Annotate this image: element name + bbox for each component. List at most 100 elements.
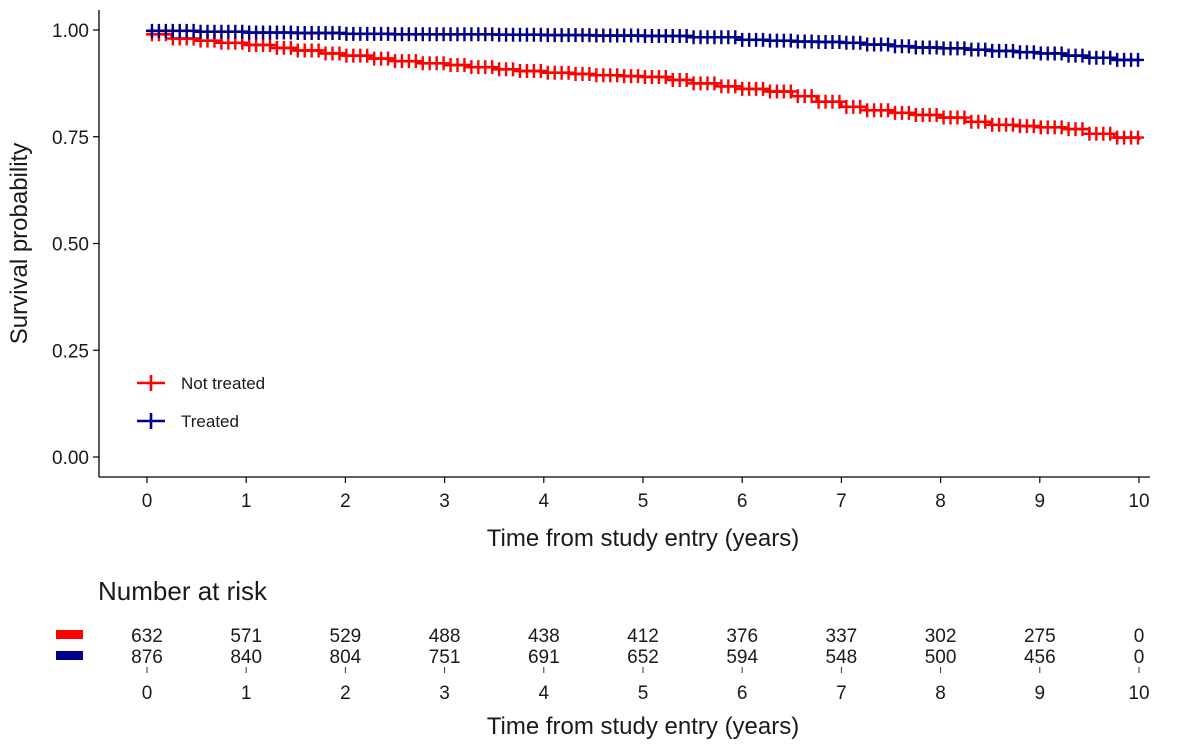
y-axis-ticks: 0.00 0.25 0.50 0.75 1.00 (52, 21, 99, 469)
censor-mark (1104, 126, 1117, 141)
risk-x-tick-label: 2 (340, 683, 351, 704)
censor-mark (1007, 43, 1020, 58)
censor-mark (562, 65, 575, 80)
censor-mark (930, 107, 943, 122)
risk-count: 275 (1024, 626, 1056, 647)
risk-count: 337 (826, 626, 858, 647)
risk-table: Number at risk 632 571 529 488 438 412 376 337 3… (56, 576, 1150, 740)
censor-mark (583, 66, 596, 81)
x-axis-title: Time from study entry (years) (487, 525, 800, 552)
risk-count: 456 (1024, 647, 1056, 668)
risk-count: 376 (726, 626, 758, 647)
risk-count: 302 (925, 626, 957, 647)
censor-mark (902, 105, 915, 120)
censor-mark (680, 28, 693, 43)
censor-mark (1076, 122, 1089, 137)
censor-mark (1132, 52, 1145, 67)
risk-count: 691 (528, 647, 560, 668)
risk-count: 0 (1134, 626, 1145, 647)
x-tick-label: 6 (737, 491, 748, 512)
censor-mark (958, 41, 971, 56)
y-tick-label: 0.75 (52, 128, 89, 149)
legend-label: Treated (181, 412, 239, 431)
censor-mark (729, 79, 742, 94)
censor-mark (312, 43, 325, 58)
censor-mark (382, 51, 395, 66)
censor-mark (1055, 120, 1068, 135)
censor-mark (680, 72, 693, 87)
risk-count: 840 (230, 647, 262, 668)
x-tick-label: 8 (935, 491, 946, 512)
risk-x-tick-label: 10 (1128, 683, 1149, 704)
risk-count: 412 (627, 626, 659, 647)
risk-x-tick-label: 1 (241, 683, 252, 704)
km-plot-area: 0.00 0.25 0.50 0.75 1.00 0 1 2 3 4 5 6 7 8 9 10 Not tr… (52, 10, 1150, 512)
risk-count: 488 (429, 626, 461, 647)
censor-mark (1104, 50, 1117, 65)
x-tick-label: 0 (142, 491, 153, 512)
censor-mark (1007, 117, 1020, 132)
censor-mark (757, 81, 770, 96)
risk-count: 571 (230, 626, 262, 647)
censor-mark (979, 42, 992, 57)
censor-mark (659, 69, 672, 84)
y-tick-label: 0.50 (52, 235, 89, 256)
risk-count: 804 (330, 647, 362, 668)
risk-x-tick-label: 4 (539, 683, 550, 704)
censor-mark (729, 30, 742, 45)
censor-mark (409, 54, 422, 69)
x-tick-label: 2 (340, 491, 351, 512)
censor-mark (458, 58, 471, 73)
censor-mark (1055, 46, 1068, 61)
risk-table-x-ticks: 0 1 2 3 4 5 6 7 8 9 10 (142, 667, 1150, 704)
censor-mark (958, 110, 971, 125)
censor-mark (284, 40, 297, 55)
risk-x-tick-label: 6 (737, 683, 748, 704)
y-tick-label: 0.25 (52, 341, 89, 362)
series-treated (145, 23, 1145, 67)
censor-mark (708, 76, 721, 91)
legend: Not treated Treated (137, 374, 265, 431)
censor-mark (1027, 45, 1040, 60)
risk-table-rows: 632 571 529 488 438 412 376 337 302 275 0 876 840 804… (56, 626, 1144, 668)
censor-mark (534, 63, 547, 78)
risk-table-title: Number at risk (98, 576, 268, 606)
x-tick-label: 7 (836, 491, 847, 512)
risk-count: 632 (131, 626, 163, 647)
risk-x-tick-label: 9 (1035, 683, 1046, 704)
censor-mark (486, 60, 499, 75)
censor-mark (784, 84, 797, 99)
risk-count: 0 (1134, 647, 1145, 668)
legend-item: Not treated (137, 374, 265, 393)
risk-count: 500 (925, 647, 957, 668)
y-tick-label: 1.00 (52, 21, 89, 42)
censor-mark (333, 46, 346, 61)
risk-count: 548 (826, 647, 858, 668)
x-tick-label: 1 (241, 491, 252, 512)
risk-count: 529 (330, 626, 362, 647)
risk-x-tick-label: 7 (836, 683, 847, 704)
risk-count: 594 (726, 647, 758, 668)
censor-mark (805, 89, 818, 104)
risk-row-treated: 876 840 804 751 691 652 594 548 500 456 0 (56, 647, 1144, 668)
censor-mark (882, 103, 895, 118)
risk-x-tick-label: 5 (638, 683, 649, 704)
risk-count: 751 (429, 647, 461, 668)
risk-count: 438 (528, 626, 560, 647)
x-axis-ticks: 0 1 2 3 4 5 6 7 8 9 10 (142, 477, 1150, 512)
legend-item: Treated (137, 412, 239, 431)
censor-mark (902, 39, 915, 54)
series-layer (145, 23, 1145, 145)
censor-mark (854, 35, 867, 50)
censor-mark (437, 56, 450, 71)
x-tick-label: 10 (1128, 491, 1149, 512)
legend-label: Not treated (181, 374, 265, 393)
censor-mark (1027, 119, 1040, 134)
censor-mark (1076, 48, 1089, 63)
censor-mark (833, 94, 846, 109)
censor-mark (1132, 130, 1145, 145)
risk-count: 876 (131, 647, 163, 668)
censor-mark (882, 37, 895, 52)
risk-count: 652 (627, 647, 659, 668)
